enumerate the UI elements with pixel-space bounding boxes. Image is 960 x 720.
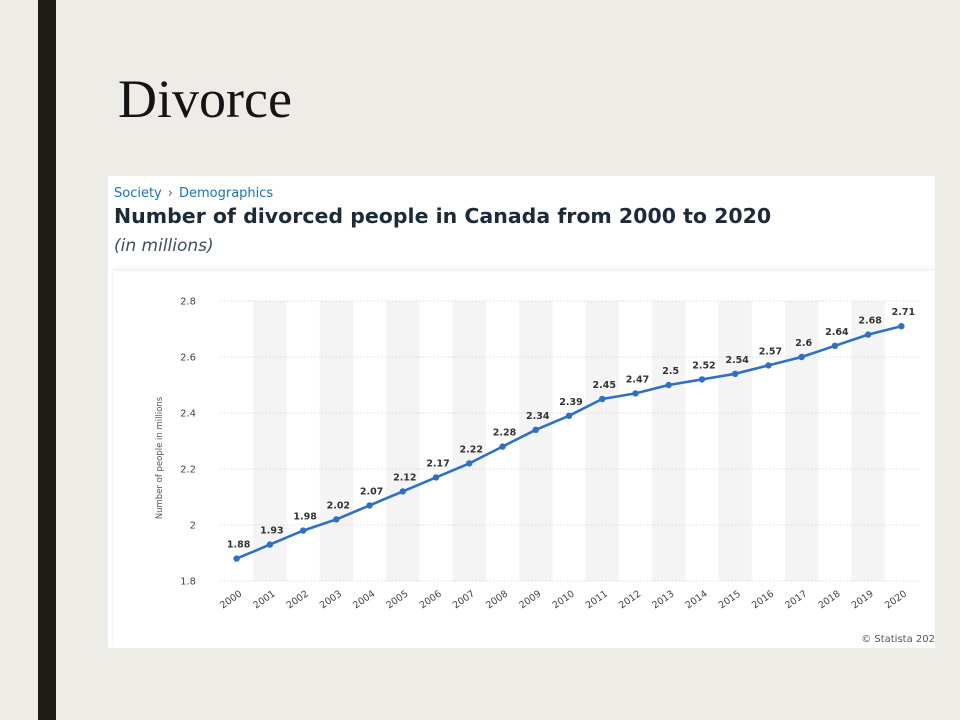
x-tick-label: 2009 xyxy=(517,588,543,611)
breadcrumb: Society › Demographics xyxy=(114,186,273,201)
column-band xyxy=(652,301,686,581)
column-band xyxy=(452,301,486,581)
data-point xyxy=(565,412,573,419)
data-point xyxy=(233,555,240,562)
data-label: 2.57 xyxy=(759,346,782,357)
x-tick-label: 2011 xyxy=(584,588,610,611)
breadcrumb-society-link[interactable]: Society xyxy=(114,186,162,201)
x-tick-label: 2002 xyxy=(285,588,311,611)
data-point xyxy=(266,541,274,548)
data-point xyxy=(765,362,772,369)
data-point xyxy=(798,353,805,361)
x-tick-label: 2012 xyxy=(617,588,643,611)
copyright-notice: © Statista 202 xyxy=(861,634,935,645)
slide-title: Divorce xyxy=(118,69,292,129)
data-point xyxy=(698,376,706,383)
y-tick-label: 1.8 xyxy=(180,577,196,588)
x-tick-label: 2014 xyxy=(684,588,710,611)
data-label: 2.22 xyxy=(460,444,483,455)
data-label: 2.28 xyxy=(493,428,517,439)
line-chart: 1.8 2 2.2 2.4 2.6 2.8 Number of people in mil… xyxy=(155,297,918,611)
x-tick-label: 2015 xyxy=(717,588,743,611)
data-point xyxy=(333,516,340,523)
column-band xyxy=(519,301,553,581)
column-band xyxy=(718,301,752,581)
data-point xyxy=(831,342,839,349)
column-band xyxy=(253,301,287,581)
data-label: 2.17 xyxy=(426,458,449,469)
y-tick-label: 2.8 xyxy=(180,297,196,308)
data-label: 2.12 xyxy=(393,472,416,483)
y-tick-label: 2.4 xyxy=(180,409,196,420)
column-band xyxy=(585,301,619,581)
plot-panel: 1.8 2 2.2 2.4 2.6 2.8 Number of people in mil… xyxy=(114,271,935,648)
data-point xyxy=(366,502,373,509)
x-tick-label: 2003 xyxy=(318,588,344,611)
data-point xyxy=(864,331,872,338)
x-tick-label: 2018 xyxy=(817,588,843,611)
breadcrumb-demographics-link[interactable]: Demographics xyxy=(178,186,274,201)
data-point xyxy=(532,426,539,433)
data-label: 2.34 xyxy=(526,411,550,422)
data-label: 2.39 xyxy=(559,397,582,408)
column-band xyxy=(851,301,885,581)
data-label: 1.93 xyxy=(260,526,283,537)
x-tick-label: 2007 xyxy=(451,588,477,611)
data-point xyxy=(898,323,905,330)
data-point xyxy=(599,395,606,403)
data-label: 2.54 xyxy=(725,355,749,366)
y-tick-label: 2.2 xyxy=(180,465,196,476)
column-band xyxy=(785,301,819,581)
x-axis-ticks: 2000 2001 2002 2003 2004 2005 2006 2007 2008 2009… xyxy=(218,588,909,611)
x-tick-label: 2006 xyxy=(418,588,444,611)
data-labels: 1.88 1.93 1.98 2.02 2.07 2.12 2.17 2.22 2.28 2.34… xyxy=(227,307,915,550)
column-band xyxy=(319,301,353,581)
breadcrumb-separator: › xyxy=(167,186,173,201)
data-label: 1.88 xyxy=(227,540,251,551)
x-tick-label: 2020 xyxy=(883,588,909,611)
data-point xyxy=(499,443,506,450)
x-tick-label: 2019 xyxy=(850,588,876,611)
data-label: 2.07 xyxy=(360,486,383,497)
x-tick-label: 2013 xyxy=(650,588,676,611)
chart-subtitle: (in millions) xyxy=(114,236,214,256)
data-point xyxy=(632,390,639,397)
data-label: 2.71 xyxy=(892,307,915,318)
data-label: 2.52 xyxy=(692,360,715,371)
data-label: 2.6 xyxy=(795,338,812,349)
slide-accent-bar xyxy=(38,0,56,720)
data-label: 2.02 xyxy=(327,500,350,511)
data-label: 2.64 xyxy=(825,327,849,338)
data-label: 2.45 xyxy=(593,380,616,391)
data-point xyxy=(731,370,739,377)
x-tick-label: 2000 xyxy=(218,588,244,611)
y-tick-label: 2 xyxy=(190,521,196,532)
x-tick-label: 2004 xyxy=(351,588,377,611)
data-label: 2.5 xyxy=(662,366,679,377)
y-tick-label: 2.6 xyxy=(180,353,196,364)
data-point xyxy=(466,460,473,467)
x-tick-label: 2010 xyxy=(551,588,577,611)
data-point xyxy=(432,474,440,481)
y-axis-label: Number of people in millions xyxy=(155,396,165,519)
data-point xyxy=(299,527,307,534)
x-tick-label: 2001 xyxy=(251,588,277,611)
data-label: 2.68 xyxy=(858,316,882,327)
data-point xyxy=(399,488,407,495)
chart-title: Number of divorced people in Canada from… xyxy=(114,204,772,228)
data-series xyxy=(233,323,905,562)
data-point xyxy=(665,381,672,389)
column-band xyxy=(386,301,420,581)
x-tick-label: 2016 xyxy=(750,588,776,611)
data-label: 2.47 xyxy=(626,374,649,385)
column-bands xyxy=(253,301,885,581)
x-tick-label: 2005 xyxy=(384,588,410,611)
y-axis-ticks: 1.8 2 2.2 2.4 2.6 2.8 xyxy=(180,297,196,588)
statista-chart-card: Society › Demographics Number of divorced … xyxy=(108,176,935,648)
x-tick-label: 2008 xyxy=(484,588,510,611)
x-tick-label: 2017 xyxy=(783,588,809,611)
data-label: 1.98 xyxy=(293,512,317,523)
